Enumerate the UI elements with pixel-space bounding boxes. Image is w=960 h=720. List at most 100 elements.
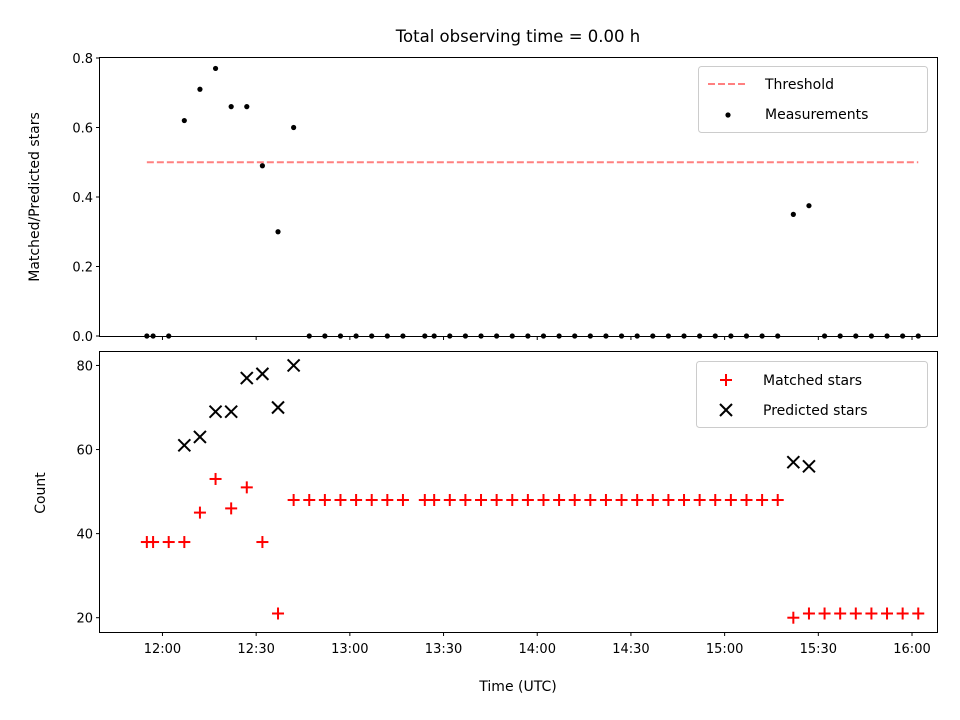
matched-stars-point — [599, 493, 612, 506]
ratio-axes-frame — [99, 57, 938, 337]
legend-matched-label: Matched stars — [763, 373, 862, 389]
matched-stars-point — [287, 493, 300, 506]
matched-stars-point — [272, 607, 285, 620]
measurement-point — [275, 229, 281, 235]
matched-stars-point — [428, 493, 441, 506]
x-tick-label: 12:30 — [237, 642, 274, 657]
legend-matched-swatch — [720, 374, 732, 386]
x-tick-label: 15:00 — [706, 642, 743, 657]
x-axis-label: Time (UTC) — [478, 679, 556, 695]
matched-stars-point — [396, 493, 409, 506]
matched-stars-point — [537, 493, 550, 506]
ratio-legend: Threshold Measurements — [698, 66, 928, 133]
predicted-stars-point — [786, 455, 801, 469]
legend-box — [696, 361, 928, 428]
matched-stars-point — [553, 493, 566, 506]
count-axes-frame — [99, 351, 938, 633]
y-tick-label: 0.4 — [72, 191, 93, 206]
x-tick-label: 14:00 — [519, 642, 556, 657]
y-tick-label: 80 — [76, 359, 93, 374]
y-tick-label: 20 — [76, 612, 93, 627]
legend-predicted-swatch — [719, 403, 733, 417]
y-tick-label: 0.0 — [72, 330, 93, 345]
x-tick-label: 13:30 — [425, 642, 462, 657]
matched-stars-point — [365, 493, 378, 506]
matched-stars-point — [147, 536, 160, 549]
measurement-point — [228, 104, 234, 110]
chart-title: Total observing time = 0.00 h — [395, 27, 640, 46]
matched-stars-point — [615, 493, 628, 506]
predicted-stars-point — [193, 430, 207, 444]
matched-stars-point — [178, 536, 191, 549]
matched-stars-point — [443, 493, 456, 506]
legend-predicted-label: Predicted stars — [763, 403, 868, 419]
matched-stars-point — [787, 611, 800, 624]
matched-stars-point — [756, 493, 769, 506]
matched-stars-point — [678, 493, 691, 506]
measurement-point — [197, 86, 203, 92]
matched-stars-point — [693, 493, 706, 506]
matched-stars-point — [240, 481, 253, 494]
count-y-ticks: 20 40 60 80 — [76, 359, 100, 627]
matched-stars-point — [849, 607, 862, 620]
count-legend: Matched stars Predicted stars — [696, 361, 928, 428]
measurement-point — [181, 117, 187, 124]
matched-stars-point — [475, 493, 488, 506]
y-tick-label: 60 — [76, 444, 93, 459]
matched-stars-point — [724, 493, 737, 506]
matched-stars-point — [521, 493, 534, 506]
predicted-stars-point — [177, 438, 192, 453]
y-tick-label: 0.2 — [72, 261, 93, 276]
matched-stars-point — [584, 493, 597, 506]
y-axis-label-count: Count — [33, 472, 49, 514]
matched-stars-point — [740, 493, 753, 506]
matched-stars-point — [350, 493, 363, 506]
matched-stars-point — [662, 493, 675, 506]
y-tick-label: 0.8 — [72, 52, 93, 67]
matched-stars-point — [568, 493, 581, 506]
matched-stars-point — [209, 472, 222, 485]
measurement-point — [806, 203, 812, 209]
matched-stars-point — [303, 493, 316, 506]
predicted-stars-point — [255, 367, 270, 381]
count-x-ticks: 12:00 12:30 13:00 13:30 14:00 14:30 15:00 15:30… — [144, 632, 931, 657]
predicted-stars-point — [240, 371, 254, 385]
x-tick-label: 12:00 — [144, 642, 181, 657]
matched-stars-point — [865, 607, 878, 620]
matched-stars-point — [381, 493, 394, 506]
predicted-stars-point — [208, 404, 223, 419]
legend-measurements-swatch — [725, 112, 731, 118]
matched-stars-point — [193, 506, 206, 519]
measurement-point — [790, 211, 796, 217]
measurement-point — [291, 124, 297, 131]
ratio-y-ticks: 0.0 0.2 0.4 0.6 0.8 — [72, 52, 100, 345]
measurement-point — [259, 163, 266, 169]
matched-stars-point — [318, 493, 331, 506]
count-panel: Count Time (UTC) 20 40 60 80 12:00 12:30 13:0… — [33, 351, 938, 695]
count-marks — [140, 358, 925, 624]
matched-stars-point — [334, 493, 347, 506]
legend-threshold-label: Threshold — [764, 77, 834, 93]
matched-stars-point — [631, 493, 644, 506]
predicted-stars-point — [224, 404, 238, 419]
matched-stars-point — [834, 607, 847, 620]
matched-stars-point — [490, 493, 503, 506]
x-tick-label: 16:00 — [893, 642, 930, 657]
legend-box — [698, 66, 928, 133]
matched-stars-point — [506, 493, 519, 506]
y-tick-label: 0.6 — [72, 122, 93, 137]
predicted-stars-point — [286, 358, 301, 373]
matched-stars-point — [225, 502, 238, 515]
x-tick-label: 14:30 — [612, 642, 649, 657]
x-tick-label: 15:30 — [800, 642, 837, 657]
ratio-panel: Total observing time = 0.00 h Matched/Pr… — [27, 27, 938, 345]
matched-stars-point — [802, 607, 815, 620]
y-axis-label-ratio: Matched/Predicted stars — [27, 112, 43, 282]
measurement-point — [212, 65, 219, 72]
x-tick-label: 13:00 — [331, 642, 368, 657]
matched-stars-point — [896, 607, 909, 620]
legend-measurements-label: Measurements — [765, 107, 868, 123]
matched-stars-point — [912, 607, 925, 620]
matched-stars-point — [256, 536, 269, 549]
